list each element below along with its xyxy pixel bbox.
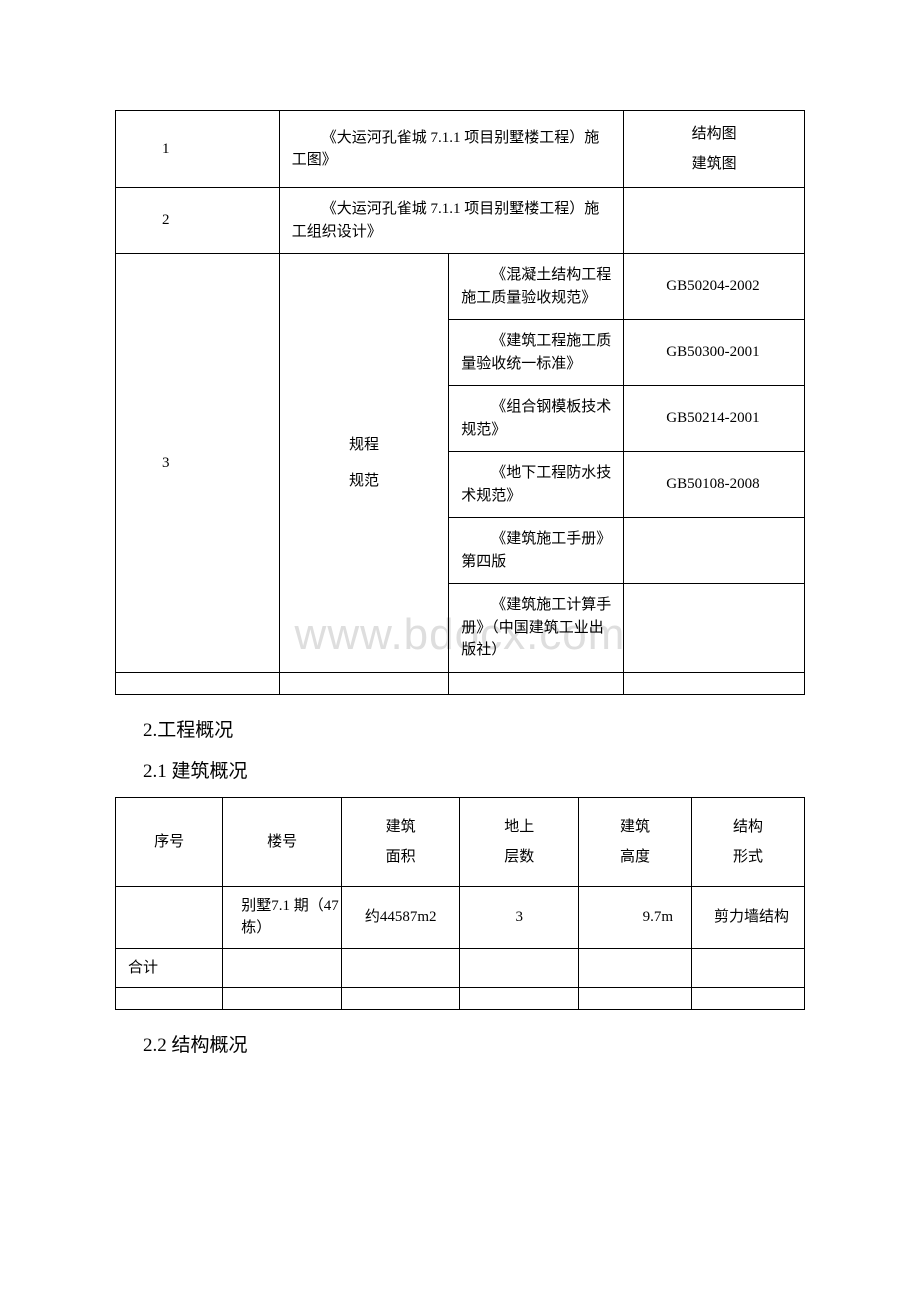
ref-item-name: 《组合钢模板技术规范》 — [449, 386, 624, 452]
col-header: 地上层数 — [460, 797, 579, 886]
ref-code-text: GB50300-2001 — [636, 341, 792, 364]
table-row-empty — [116, 988, 805, 1010]
ref-item-name: 《混凝土结构工程施工质量验收规范》 — [449, 254, 624, 320]
cell — [223, 948, 342, 988]
ref-item-text: 《建筑施工计算手册》（中国建筑工业出版社） — [461, 594, 611, 662]
section-heading: 2.1 建筑概况 — [143, 756, 805, 783]
ref-code-text: GB50204-2002 — [636, 275, 792, 298]
ref-item-code: GB50204-2002 — [624, 254, 805, 320]
ref-num: 1 — [116, 111, 280, 188]
ref-note: 结构图建筑图 — [624, 111, 805, 188]
ref-item-name: 《建筑工程施工质量验收统一标准》 — [449, 320, 624, 386]
cell — [579, 948, 692, 988]
cell: 9.7m — [579, 886, 692, 948]
building-overview-table: 序号 楼号 建筑面积 地上层数 建筑高度 结构形式 别墅7.1 期（47栋） 约… — [115, 797, 805, 1011]
col-header: 建筑面积 — [341, 797, 460, 886]
section-heading: 2.工程概况 — [143, 715, 805, 742]
col-header: 楼号 — [223, 797, 342, 886]
cell: 约44587m2 — [341, 886, 460, 948]
ref-item-code: GB50108-2008 — [624, 452, 805, 518]
cell: 别墅7.1 期（47栋） — [223, 886, 342, 948]
col-header: 建筑高度 — [579, 797, 692, 886]
cell — [692, 948, 805, 988]
ref-code-text: GB50214-2001 — [636, 407, 792, 430]
table-header-row: 序号 楼号 建筑面积 地上层数 建筑高度 结构形式 — [116, 797, 805, 886]
cell — [460, 948, 579, 988]
ref-item-name: 《建筑施工手册》第四版 — [449, 518, 624, 584]
cell — [341, 948, 460, 988]
ref-num: 3 — [116, 254, 280, 673]
ref-item-text: 《建筑工程施工质量验收统一标准》 — [461, 330, 611, 375]
ref-desc-text: 《大运河孔雀城 7.1.1 项目别墅楼工程）施工图》 — [292, 127, 611, 172]
table-row: 3 规程规范 《混凝土结构工程施工质量验收规范》 GB50204-2002 — [116, 254, 805, 320]
cell: 合计 — [116, 948, 223, 988]
ref-category: 规程规范 — [279, 254, 448, 673]
ref-item-name: 《建筑施工计算手册》（中国建筑工业出版社） — [449, 584, 624, 673]
ref-item-text: 《建筑施工手册》第四版 — [461, 528, 611, 573]
cell: 剪力墙结构 — [692, 886, 805, 948]
col-header: 结构形式 — [692, 797, 805, 886]
table-row-empty — [116, 672, 805, 694]
ref-item-code — [624, 518, 805, 584]
ref-item-text: 《混凝土结构工程施工质量验收规范》 — [461, 264, 611, 309]
ref-code-text: GB50108-2008 — [636, 473, 792, 496]
table-row: 2 《大运河孔雀城 7.1.1 项目别墅楼工程）施工组织设计》 — [116, 188, 805, 254]
ref-desc-text: 《大运河孔雀城 7.1.1 项目别墅楼工程）施工组织设计》 — [292, 198, 611, 243]
ref-item-name: 《地下工程防水技术规范》 — [449, 452, 624, 518]
ref-item-text: 《组合钢模板技术规范》 — [461, 396, 611, 441]
table-row: 1 《大运河孔雀城 7.1.1 项目别墅楼工程）施工图》 结构图建筑图 — [116, 111, 805, 188]
col-header: 序号 — [116, 797, 223, 886]
table-row: 别墅7.1 期（47栋） 约44587m2 3 9.7m 剪力墙结构 — [116, 886, 805, 948]
ref-item-code — [624, 584, 805, 673]
table-row: 合计 — [116, 948, 805, 988]
ref-item-text: 《地下工程防水技术规范》 — [461, 462, 611, 507]
ref-desc: 《大运河孔雀城 7.1.1 项目别墅楼工程）施工组织设计》 — [279, 188, 623, 254]
ref-num: 2 — [116, 188, 280, 254]
ref-desc: 《大运河孔雀城 7.1.1 项目别墅楼工程）施工图》 — [279, 111, 623, 188]
cell: 3 — [460, 886, 579, 948]
reference-table: 1 《大运河孔雀城 7.1.1 项目别墅楼工程）施工图》 结构图建筑图 2 《大… — [115, 110, 805, 695]
ref-note — [624, 188, 805, 254]
section-heading: 2.2 结构概况 — [143, 1030, 805, 1057]
cell — [116, 886, 223, 948]
ref-item-code: GB50214-2001 — [624, 386, 805, 452]
ref-item-code: GB50300-2001 — [624, 320, 805, 386]
